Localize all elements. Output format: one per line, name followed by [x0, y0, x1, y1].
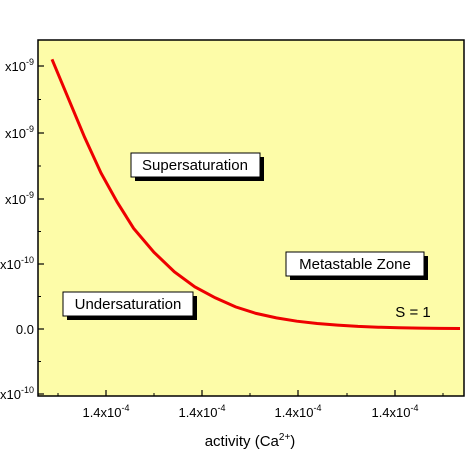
y-tick-label: x10-10	[0, 255, 34, 272]
annotation-supersaturation-text: Supersaturation	[142, 157, 248, 174]
annotation-undersaturation: Undersaturation	[62, 291, 197, 320]
plot-area	[37, 39, 465, 397]
x-axis: 1.4x10-4 1.4x10-4 1.4x10-4 1.4x10-4	[57, 390, 444, 420]
y-tick-label: x10-9	[5, 124, 34, 141]
y-tick-label: 0.0	[16, 322, 34, 337]
series-line-s1	[50, 58, 461, 330]
x-tick-label: 1.4x10-4	[178, 403, 225, 420]
annotation-supersaturation: Supersaturation	[130, 152, 264, 181]
annotation-s-equals-1: S = 1	[395, 304, 430, 321]
y-axis: x10-9 x10-9 x10-9 x10-10 0.0 x10-10	[0, 57, 44, 402]
x-axis-title: activity (Ca2+)	[205, 432, 296, 450]
annotation-metastable-zone-text: Metastable Zone	[299, 256, 411, 273]
y-tick-label: x10-9	[5, 57, 34, 74]
y-tick-label: x10-10	[0, 385, 34, 402]
x-tick-label: 1.4x10-4	[371, 403, 418, 420]
y-tick-label: x10-9	[5, 190, 34, 207]
x-tick-label: 1.4x10-4	[82, 403, 129, 420]
x-tick-label: 1.4x10-4	[274, 403, 321, 420]
annotation-undersaturation-text: Undersaturation	[75, 296, 182, 313]
annotation-metastable-zone: Metastable Zone	[285, 251, 428, 280]
